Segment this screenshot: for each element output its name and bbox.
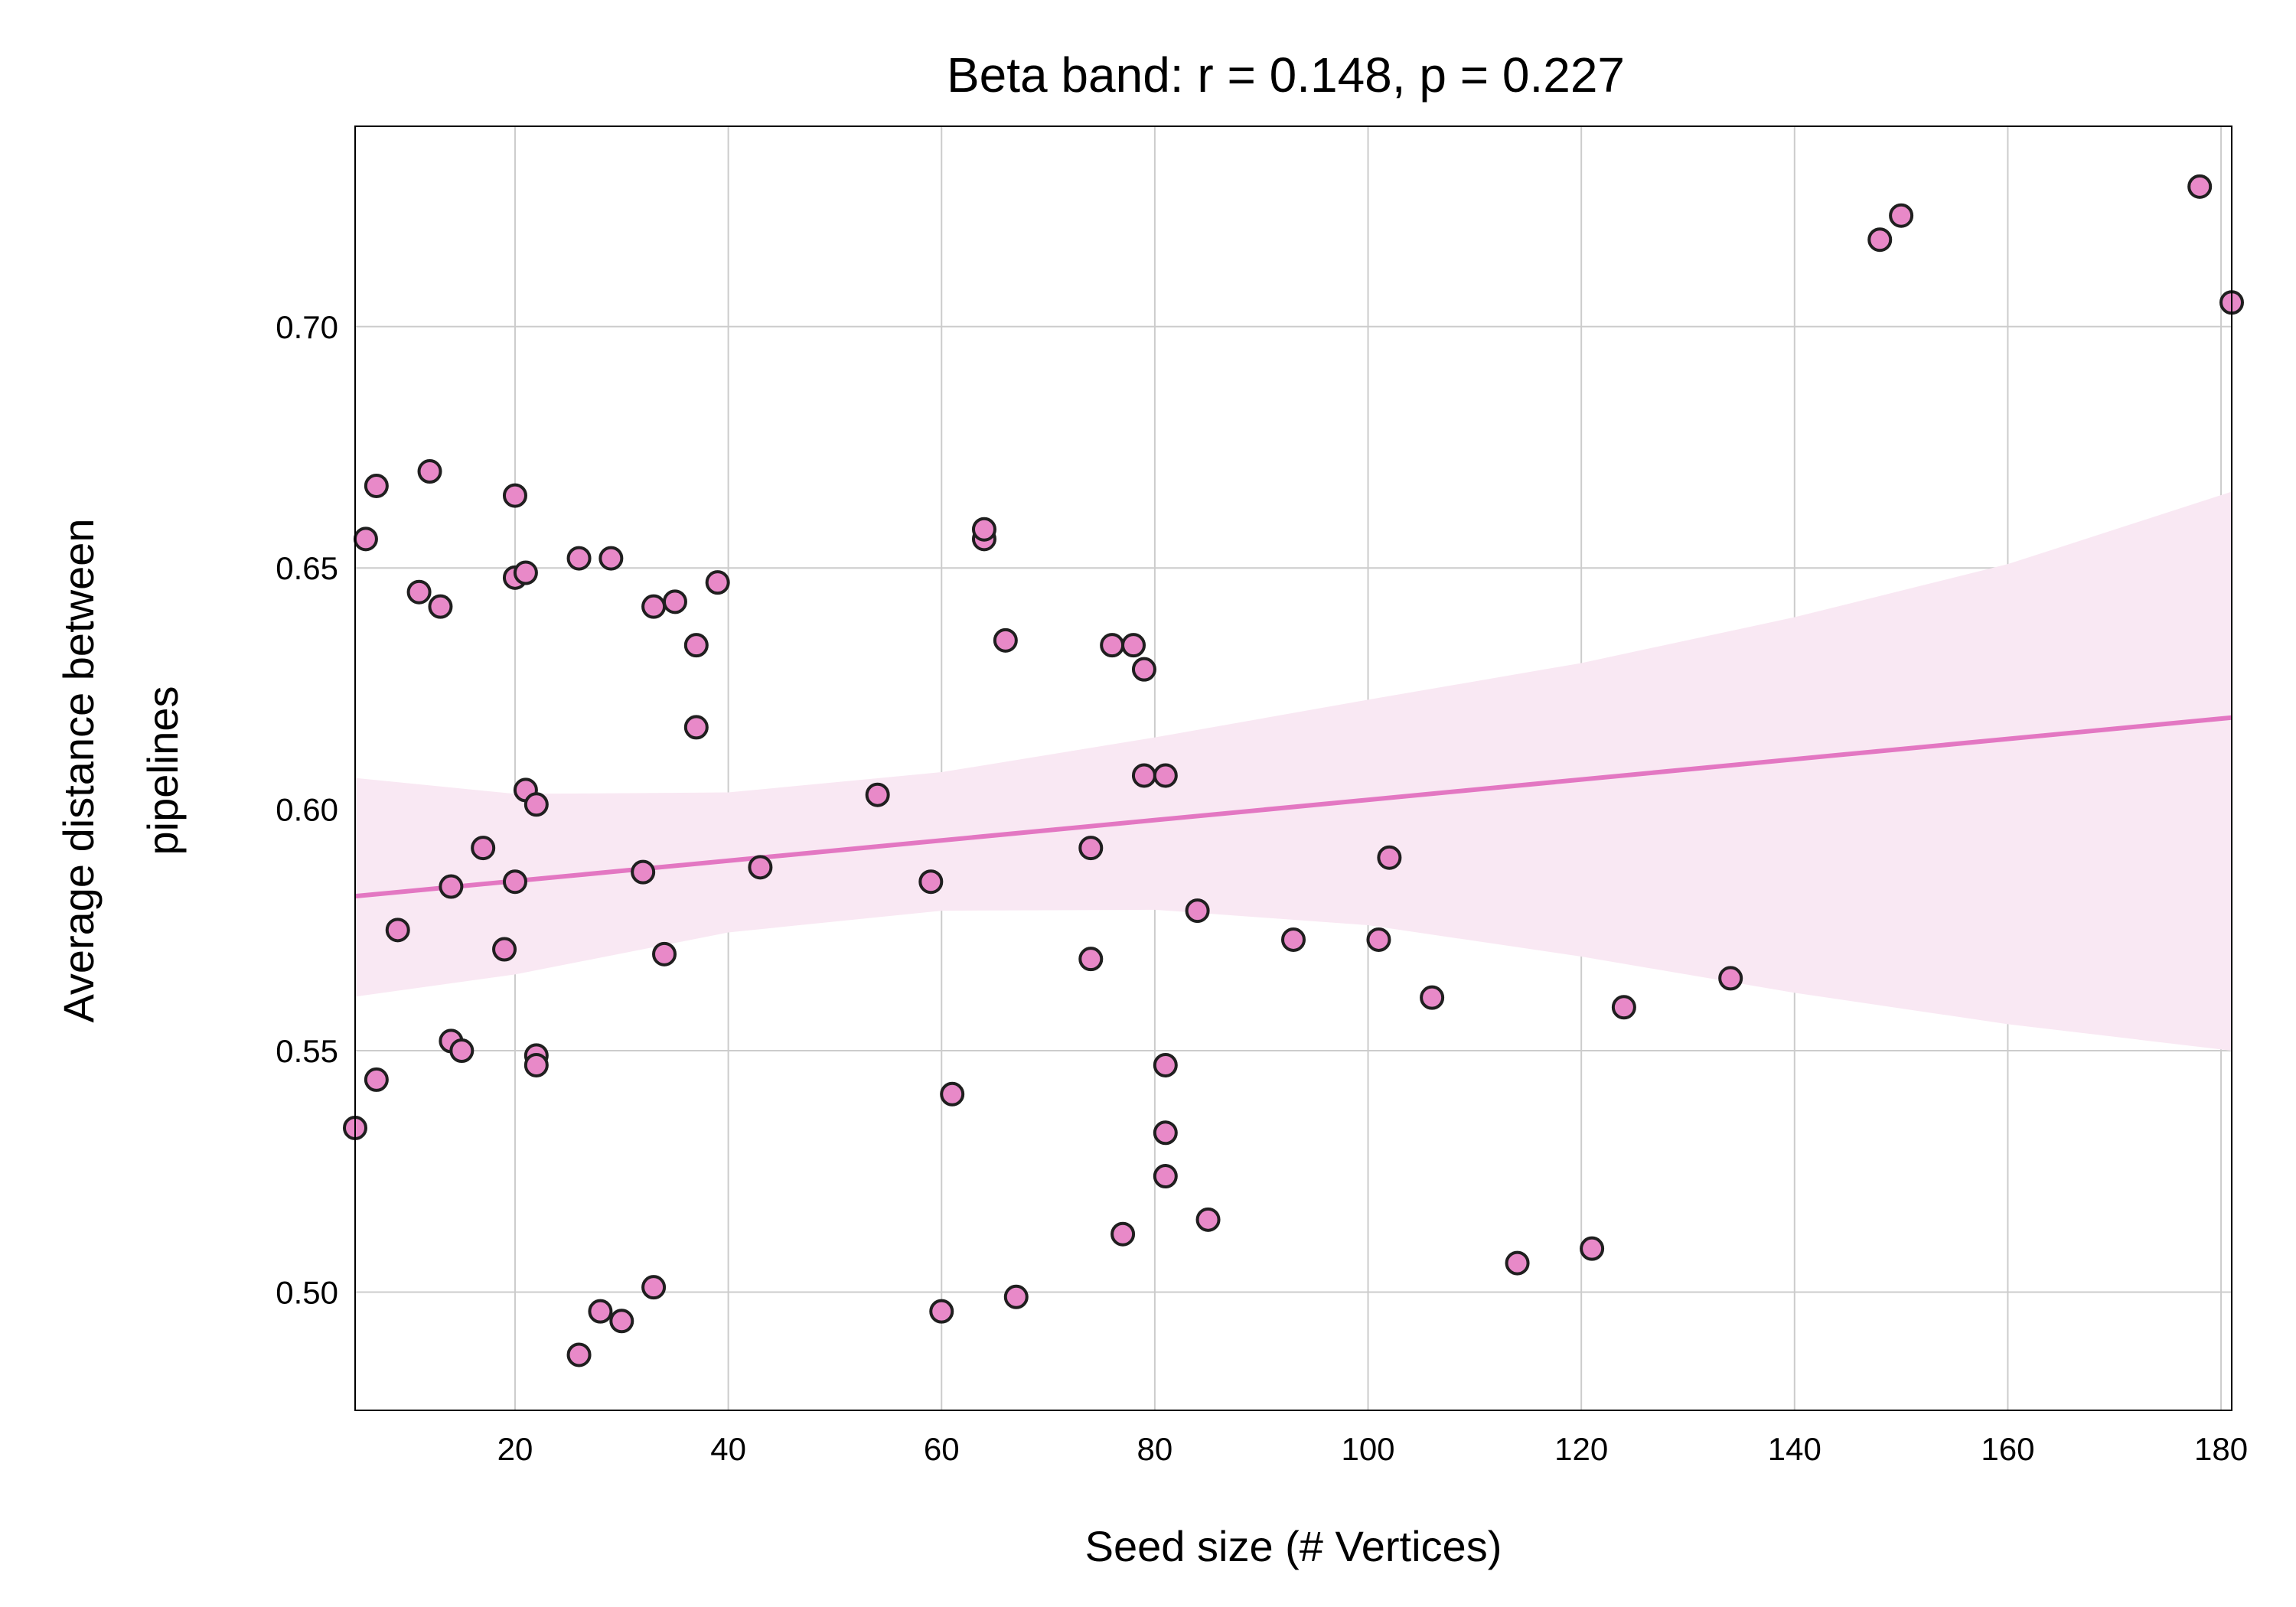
data-point (652, 941, 677, 966)
data-point (513, 560, 538, 585)
data-point (449, 1038, 475, 1064)
x-tick-label: 20 (497, 1431, 533, 1467)
y-tick-label: 0.65 (276, 550, 338, 586)
data-point (439, 874, 464, 899)
y-tick-label: 0.50 (276, 1274, 338, 1310)
data-point (1195, 1207, 1221, 1232)
regression-line-group (354, 715, 2232, 899)
data-point (523, 1052, 549, 1077)
data-point (1153, 1052, 1178, 1077)
data-point (748, 855, 773, 880)
data-point (1153, 1120, 1178, 1146)
data-point (631, 859, 656, 885)
data-point (502, 869, 527, 895)
data-point (1889, 203, 1914, 228)
y-axis-label: Average distance between pipelines (54, 519, 187, 1023)
data-point (993, 627, 1018, 653)
y-tick-labels: 0.50 0.55 0.60 0.65 0.70 (276, 309, 338, 1311)
data-point (1110, 1221, 1136, 1247)
x-tick-label: 140 (1768, 1431, 1821, 1467)
x-tick-label: 40 (710, 1431, 746, 1467)
x-tick-label: 120 (1554, 1431, 1608, 1467)
y-tick-label: 0.55 (276, 1033, 338, 1069)
data-point (1078, 836, 1104, 861)
data-point (1153, 1164, 1178, 1189)
data-point (471, 836, 496, 861)
x-tick-label: 60 (924, 1431, 960, 1467)
data-point (588, 1299, 613, 1324)
data-point (1131, 763, 1156, 788)
data-point (385, 918, 410, 943)
data-point (1505, 1250, 1530, 1276)
data-point (1153, 763, 1178, 788)
data-point (683, 633, 709, 658)
y-tick-label: 0.60 (276, 792, 338, 828)
x-axis-label: Seed size (# Vertices) (1085, 1522, 1502, 1570)
data-point (523, 792, 549, 817)
data-point (1121, 633, 1146, 658)
data-point (492, 937, 517, 962)
data-point (929, 1299, 954, 1324)
confidence-band-area (355, 491, 2232, 1051)
data-point (1611, 995, 1636, 1020)
data-point (1100, 633, 1125, 658)
data-point (364, 473, 389, 498)
data-point (566, 546, 592, 571)
data-point (918, 869, 944, 895)
data-point (641, 1275, 667, 1300)
data-point (1003, 1284, 1029, 1309)
y-axis-label-line-1: Average distance between (54, 519, 103, 1023)
data-point (1580, 1236, 1605, 1261)
data-point (609, 1309, 634, 1334)
data-point (1078, 947, 1104, 972)
x-tick-label: 80 (1137, 1431, 1173, 1467)
data-point (428, 594, 453, 619)
chart-title: Beta band: r = 0.148, p = 0.227 (947, 47, 1625, 103)
data-point (940, 1081, 965, 1107)
data-point (1366, 927, 1391, 952)
data-point (502, 483, 527, 508)
x-tick-label: 180 (2194, 1431, 2248, 1467)
data-point (1131, 657, 1156, 682)
data-point (417, 459, 442, 484)
x-tick-label: 100 (1341, 1431, 1394, 1467)
data-point (566, 1342, 592, 1367)
data-point (2187, 174, 2213, 199)
data-point (971, 517, 996, 542)
plot-frame (354, 125, 2232, 1411)
y-tick-label: 0.70 (276, 309, 338, 345)
data-point (683, 715, 709, 740)
data-point (1281, 927, 1306, 952)
data-point (1718, 966, 1743, 991)
data-point (641, 594, 667, 619)
data-points (343, 174, 2244, 1367)
y-axis-label-line-2: pipelines (139, 686, 187, 855)
regression-line (354, 715, 2232, 899)
data-point (705, 570, 730, 595)
data-point (364, 1067, 389, 1092)
x-tick-labels: 20 40 60 80 100 120 140 160 180 (497, 1431, 2248, 1467)
data-point (1420, 985, 1445, 1010)
data-point (353, 526, 378, 552)
data-point (598, 546, 624, 571)
confidence-band (355, 491, 2232, 1051)
data-point (1185, 898, 1210, 924)
data-point (662, 589, 687, 614)
data-point (1377, 845, 1402, 870)
data-point (1867, 227, 1893, 253)
x-tick-label: 160 (1981, 1431, 2034, 1467)
data-point (406, 579, 432, 605)
data-point (865, 782, 890, 807)
